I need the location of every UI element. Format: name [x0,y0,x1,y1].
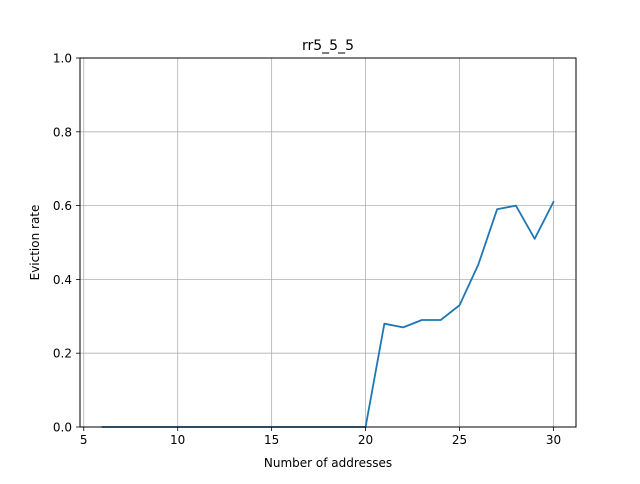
y-tick-label: 0.4 [53,273,72,287]
x-axis-label: Number of addresses [264,456,392,470]
y-axis-label: Eviction rate [28,205,42,281]
x-tick-label: 20 [358,433,373,447]
x-tick-label: 5 [80,433,88,447]
y-tick-label: 0.2 [53,347,72,361]
y-tick-label: 0.6 [53,199,72,213]
y-tick-label: 0.0 [53,421,72,435]
plot-frame [79,57,577,428]
x-tick-label: 15 [264,433,279,447]
y-tick-label: 1.0 [53,52,72,66]
y-axis-ticks: 0.0 0.2 0.4 0.6 0.8 1.0 [53,52,80,435]
x-tick-label: 30 [546,433,561,447]
y-tick-label: 0.8 [53,125,72,139]
x-tick-label: 10 [170,433,185,447]
x-tick-label: 25 [452,433,467,447]
chart-title: rr5_5_5 [302,38,354,54]
x-axis-ticks: 5 10 15 20 25 30 [80,427,561,447]
